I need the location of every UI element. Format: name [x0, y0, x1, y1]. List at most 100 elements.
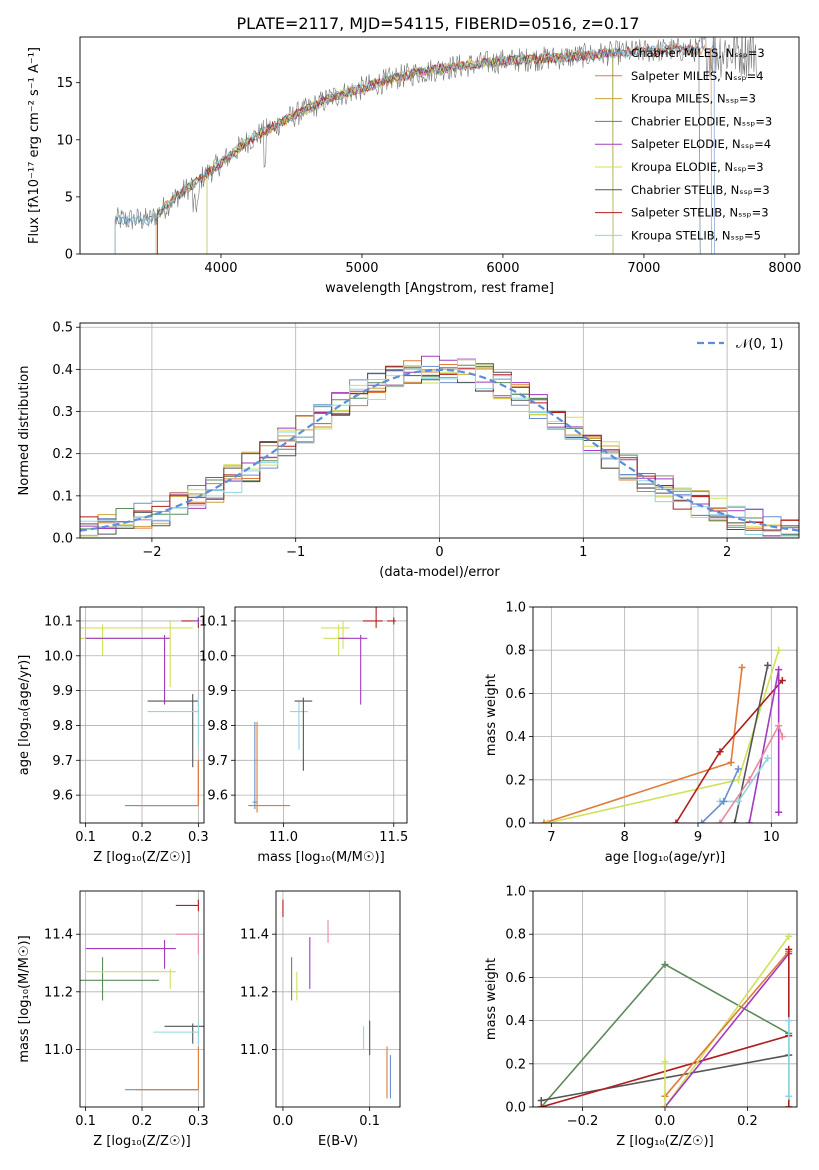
weight-marker	[661, 1058, 669, 1066]
y-tick-label: 0	[65, 248, 73, 263]
y-tick-label: 11.0	[240, 1043, 269, 1058]
x-axis-label: mass [log₁₀(M/M☉)]	[257, 850, 384, 865]
errorbar-point	[290, 701, 308, 750]
x-tick-label: 0.0	[655, 1114, 676, 1129]
x-tick-label: −2	[142, 545, 161, 560]
y-tick-label: 9.8	[207, 719, 228, 734]
x-tick-label: 0.0	[273, 1114, 294, 1129]
x-tick-label: 0	[435, 545, 443, 560]
plot-area-spectrum	[114, 37, 757, 254]
legend-entry: Chabrier STELIB, Nₛₛₚ=3	[631, 183, 770, 197]
weight-series-0	[543, 667, 743, 823]
errorbar-point	[80, 624, 171, 656]
weight-marker	[785, 1092, 793, 1100]
y-tick-label: 11.2	[44, 985, 73, 1000]
x-tick-label: 9	[694, 830, 702, 845]
legend-entry: Kroupa MILES, Nₛₛₚ=3	[631, 92, 756, 106]
plot-area-age-vs-mass	[235, 607, 407, 823]
errorbar-point	[362, 607, 383, 628]
x-tick-label: −0.2	[567, 1114, 599, 1129]
errorbar-point	[147, 697, 199, 747]
y-tick-label: 9.8	[52, 719, 73, 734]
plot-area-weight-vs-age	[533, 607, 797, 823]
y-tick-label: 9.6	[52, 789, 73, 804]
weight-marker	[785, 932, 793, 940]
weight-series-6	[701, 768, 740, 823]
plot-area-age-vs-Z	[80, 607, 204, 823]
y-tick-label: 5	[65, 190, 73, 205]
errorbar-point	[321, 620, 350, 649]
y-tick-label: 0.0	[505, 817, 526, 832]
x-axis-label: wavelength [Angstrom, rest frame]	[325, 281, 554, 296]
x-axis-label: Z [log₁₀(Z/Z☉)]	[616, 1134, 713, 1149]
weight-marker	[716, 819, 724, 823]
legend: Chabrier MILES, Nₛₛₚ=3 Salpeter MILES, Nₛ…	[595, 46, 772, 242]
chart-residuals: −2 −1 0 1 2 0.0 0.1 0.2 0.3 0.4 0.5 (data-model)/er…	[17, 321, 800, 580]
weight-series-3	[664, 935, 790, 1107]
weight-series-4	[748, 669, 780, 823]
weight-marker	[734, 797, 742, 805]
plot-area-residuals	[80, 323, 799, 538]
x-tick-label: 0.1	[75, 1114, 96, 1129]
x-tick-label: 0.3	[188, 830, 209, 845]
y-tick-label: 0.8	[505, 928, 526, 943]
errorbar-point	[147, 694, 199, 768]
weight-marker	[775, 808, 783, 816]
axes-frame	[79, 36, 800, 255]
weight-marker	[537, 1103, 545, 1107]
legend-entry: Salpeter MILES, Nₛₛₚ=4	[631, 69, 764, 83]
y-tick-label: 10.1	[44, 614, 73, 629]
y-axis-label: mass weight	[484, 674, 499, 756]
y-tick-label: 11.0	[44, 1043, 73, 1058]
x-tick-label: 8000	[768, 261, 801, 276]
y-tick-label: 11.2	[240, 985, 269, 1000]
y-tick-label: 9.6	[207, 789, 228, 804]
weight-marker	[745, 776, 753, 784]
weight-marker	[698, 819, 706, 823]
errorbar-point	[85, 939, 176, 969]
weight-marker	[734, 765, 742, 773]
axes-frame	[234, 606, 408, 824]
observed-spectrum	[114, 37, 757, 230]
x-tick-label: 0.1	[359, 1114, 380, 1129]
y-tick-label: 10	[56, 133, 73, 148]
x-tick-label: 0.2	[737, 1114, 758, 1129]
axes-frame	[532, 890, 798, 1108]
chart-age-vs-Z: 0.1 0.2 0.3 9.6 9.7 9.8 9.9 10.0 10.1 Z [log₁₀(Z/…	[17, 606, 209, 865]
errorbar-point	[181, 617, 199, 628]
axes-frame	[79, 606, 205, 824]
y-tick-label: 0.8	[505, 644, 526, 659]
y-tick-label: 10.1	[199, 614, 228, 629]
x-axis-label: (data-model)/error	[379, 565, 500, 580]
x-tick-label: −1	[286, 545, 305, 560]
y-axis-label: Normed distribution	[17, 366, 32, 496]
x-tick-label: 0.1	[75, 830, 96, 845]
legend-entry: Salpeter STELIB, Nₛₛₚ=3	[631, 206, 769, 220]
x-tick-label: 5000	[345, 261, 378, 276]
plot-area-mass-vs-EBV	[276, 891, 400, 1107]
errorbar-point	[175, 933, 199, 955]
y-tick-label: 0.3	[52, 405, 73, 420]
weight-marker	[764, 661, 772, 669]
y-tick-label: 0.4	[505, 730, 526, 745]
weight-marker	[540, 819, 548, 823]
errorbar-point	[338, 634, 368, 705]
x-axis-label: E(B-V)	[318, 1134, 358, 1149]
weight-series-5	[664, 950, 790, 1097]
plot-area-weight-vs-Z	[533, 891, 797, 1107]
errorbar-point	[80, 620, 193, 688]
chart-age-vs-mass: 11.0 11.5 9.6 9.7 9.8 9.9 10.0 10.1 mass [log₁₀(…	[199, 606, 408, 865]
y-tick-label: 0.5	[52, 321, 73, 336]
y-tick-label: 0.6	[505, 687, 526, 702]
x-tick-label: 7000	[627, 261, 660, 276]
y-tick-label: 0.4	[52, 363, 73, 378]
errorbar-point	[164, 1023, 204, 1044]
y-tick-label: 9.7	[52, 754, 73, 769]
y-tick-label: 11.4	[240, 928, 269, 943]
legend-entry: Chabrier MILES, Nₛₛₚ=3	[631, 46, 765, 60]
y-tick-label: 1.0	[505, 601, 526, 616]
x-tick-label: 8	[621, 830, 629, 845]
x-tick-label: 0.2	[132, 830, 153, 845]
legend-entry: Chabrier ELODIE, Nₛₛₚ=3	[631, 114, 772, 128]
